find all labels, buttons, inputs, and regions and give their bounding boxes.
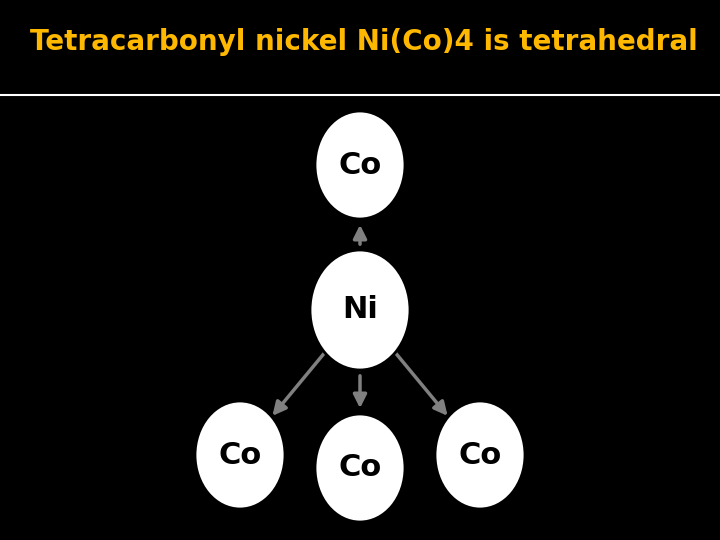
Ellipse shape [315, 111, 405, 219]
Ellipse shape [195, 401, 285, 509]
Text: Co: Co [338, 151, 382, 179]
Text: Ni: Ni [342, 295, 378, 325]
Text: Co: Co [338, 454, 382, 483]
Ellipse shape [310, 250, 410, 370]
Ellipse shape [435, 401, 525, 509]
Text: Co: Co [459, 441, 502, 469]
Ellipse shape [315, 414, 405, 522]
Text: Tetracarbonyl nickel Ni(Co)4 is tetrahedral: Tetracarbonyl nickel Ni(Co)4 is tetrahed… [30, 28, 698, 56]
Text: Co: Co [218, 441, 261, 469]
